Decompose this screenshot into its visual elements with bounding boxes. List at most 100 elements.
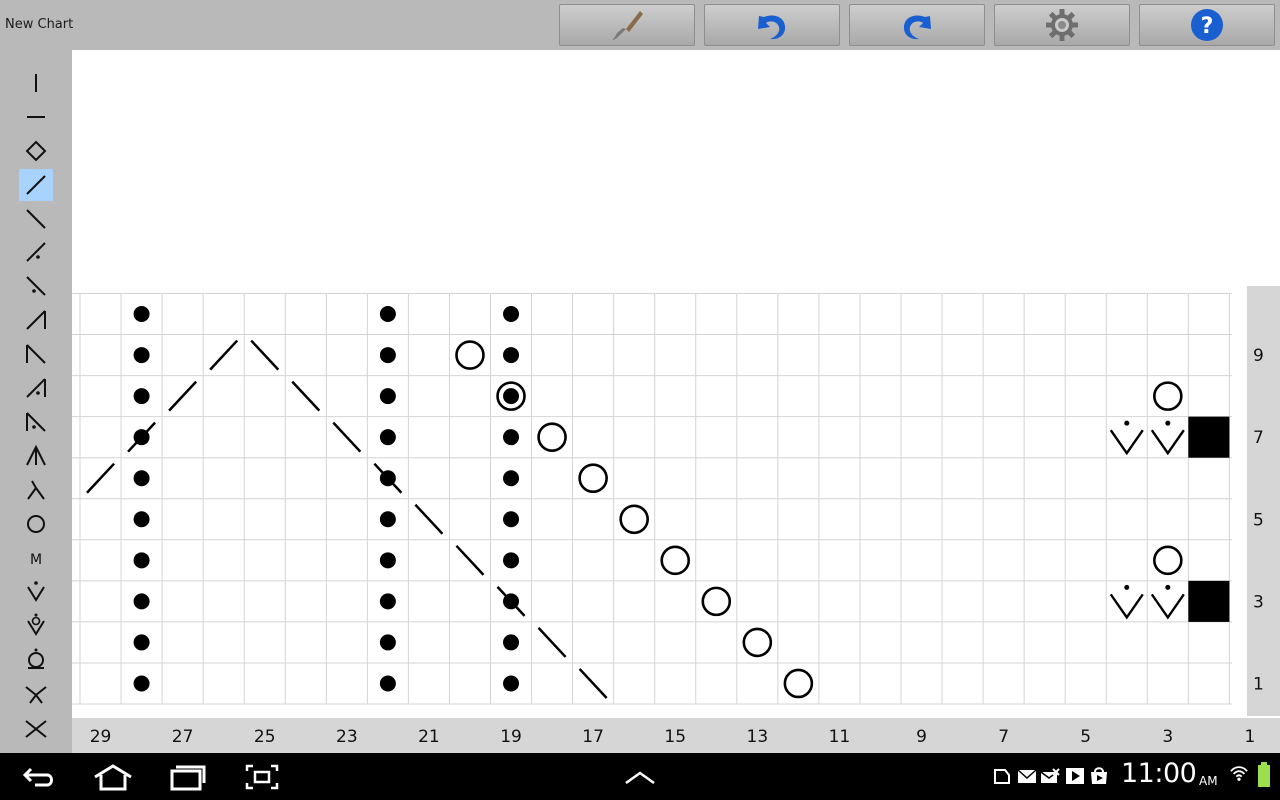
chart-title: New Chart (5, 17, 74, 32)
circle-symbol (1153, 381, 1183, 411)
notification-icon[interactable] (992, 767, 1012, 785)
home-button[interactable] (91, 761, 135, 793)
recent-apps-icon (170, 765, 206, 791)
dot-symbol (503, 306, 520, 323)
dot-symbol (133, 552, 150, 569)
dot-symbol (503, 675, 520, 692)
recent-apps-button[interactable] (168, 761, 208, 793)
dot-symbol (133, 511, 150, 528)
palette-item-omega[interactable] (19, 643, 53, 675)
email-alert-icon[interactable] (1040, 767, 1060, 785)
palette-item-vertical-line[interactable] (19, 67, 53, 99)
backslash-symbol (455, 544, 485, 576)
palette-item-v-dot-circle[interactable] (19, 609, 53, 641)
dot-symbol (503, 511, 520, 528)
chart-grid[interactable] (51, 293, 1232, 705)
v-dot-symbol (1150, 429, 1185, 456)
dot-symbol (51, 470, 67, 486)
play-icon[interactable] (1065, 767, 1085, 785)
p-symbol-icon: P (32, 50, 40, 51)
palette-item-x-slash[interactable] (19, 711, 53, 743)
column-label: 23 (336, 727, 358, 747)
palette-item-slash[interactable] (19, 169, 53, 201)
palette-item-m-symbol[interactable]: M (19, 542, 53, 574)
screenshot-button[interactable] (244, 761, 280, 793)
row-label: 5 (1253, 510, 1264, 530)
column-label: 3 (1162, 727, 1173, 747)
palette-item-v-dot[interactable] (19, 575, 53, 607)
app-drawer-button[interactable] (622, 761, 658, 793)
column-label: 17 (582, 727, 604, 747)
backslash-tick-dot-icon (26, 412, 46, 432)
v-dot-symbol-dot (1124, 584, 1130, 590)
email-icon[interactable] (1017, 767, 1037, 785)
dot-symbol (379, 306, 396, 323)
circle-symbol (660, 545, 691, 576)
settings-button[interactable] (994, 4, 1130, 46)
gear-icon (1046, 9, 1078, 41)
palette-item-backslash-dot[interactable] (19, 270, 53, 302)
palette-item-lambda-branch[interactable] (19, 474, 53, 506)
palette-item-backslash-tick[interactable] (19, 338, 53, 370)
palette-item-slash-dot[interactable] (19, 236, 53, 268)
column-label: 9 (916, 727, 927, 747)
backslash-symbol (332, 421, 362, 453)
dot-symbol (379, 347, 396, 364)
help-button[interactable]: ? (1139, 4, 1275, 46)
dot-symbol (51, 347, 67, 363)
palette-item-slash-tick[interactable] (19, 304, 53, 336)
backslash-symbol (496, 585, 526, 617)
palette-item-slash-tick-dot[interactable] (19, 372, 53, 404)
redo-icon (903, 15, 931, 40)
dot-symbol (51, 634, 67, 650)
palette-item-circle[interactable] (19, 508, 53, 540)
slash-symbol (168, 380, 198, 412)
circle-symbol (578, 463, 608, 494)
dot-symbol (503, 429, 520, 446)
filled-square-symbol (1188, 580, 1230, 622)
dot-symbol (379, 388, 396, 405)
dot-symbol (133, 634, 150, 651)
m-symbol-icon: M (30, 552, 42, 568)
dot-symbol (379, 634, 396, 651)
palette-item-backslash[interactable] (19, 203, 53, 235)
top-action-bar: New Chart ? (0, 0, 1280, 50)
palette-item-p-symbol[interactable]: P (19, 50, 53, 65)
x-double-icon (25, 686, 47, 704)
redo-button[interactable] (849, 4, 985, 46)
dot-symbol (379, 511, 396, 528)
backslash-symbol (291, 380, 321, 412)
circle-symbol (619, 504, 649, 535)
chart-canvas[interactable] (72, 50, 1280, 753)
dot-symbol (133, 593, 150, 610)
v-dot-symbol-dot (1124, 420, 1130, 426)
dot-symbol (503, 470, 520, 487)
dot-symbol (51, 593, 67, 609)
circle-icon (27, 515, 45, 533)
x-slash-icon (25, 720, 47, 738)
palette-item-dash[interactable] (19, 101, 53, 133)
backslash-icon (26, 209, 46, 229)
row-label: 1 (1253, 674, 1264, 694)
palette-item-x-double[interactable] (19, 677, 53, 709)
omega-icon (28, 648, 44, 669)
wifi-icon[interactable] (1229, 764, 1249, 782)
arrow-branch-icon (26, 444, 46, 466)
palette-item-arrow-branch[interactable] (19, 440, 53, 472)
slash-symbol (127, 421, 157, 453)
clock-time[interactable]: 11:00 (1121, 758, 1197, 789)
dot-symbol (133, 470, 150, 487)
back-button[interactable] (20, 761, 58, 793)
backslash-symbol (578, 668, 608, 699)
play-store-icon[interactable] (1089, 767, 1109, 785)
palette-item-backslash-tick-dot[interactable] (19, 406, 53, 438)
undo-button[interactable] (704, 4, 840, 46)
lambda-branch-icon (27, 480, 45, 500)
brush-button[interactable] (559, 4, 695, 46)
palette-item-diamond[interactable] (19, 135, 53, 167)
svg-text:P: P (32, 50, 40, 51)
v-dot-symbol (1109, 593, 1144, 620)
dot-symbol (133, 306, 150, 323)
battery-icon[interactable] (1257, 762, 1271, 788)
